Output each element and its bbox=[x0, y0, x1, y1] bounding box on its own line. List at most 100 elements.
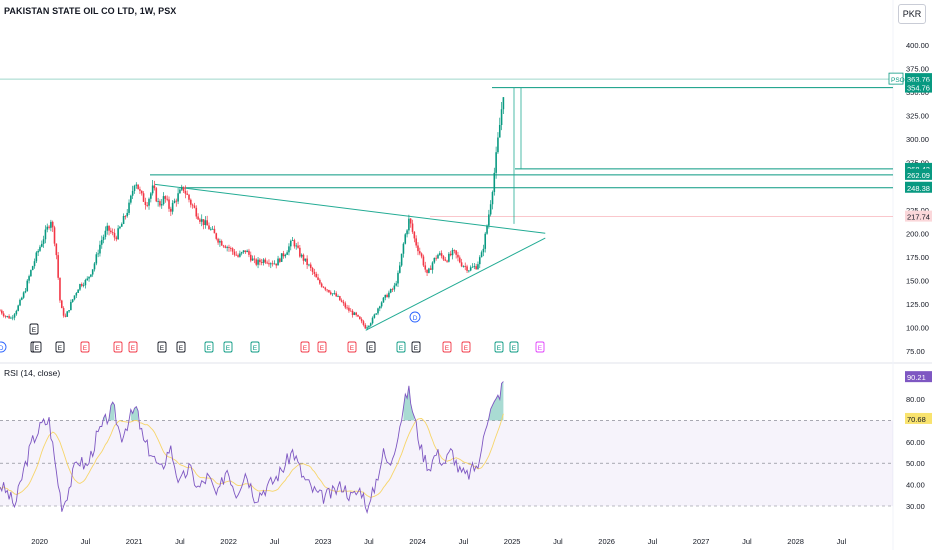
earnings-icon[interactable] bbox=[366, 341, 376, 353]
earnings-icon[interactable] bbox=[32, 341, 42, 353]
candle bbox=[357, 314, 359, 318]
candle-body bbox=[346, 307, 348, 309]
candle-body bbox=[168, 199, 170, 209]
candle bbox=[368, 325, 370, 329]
candle-body bbox=[502, 97, 505, 110]
earnings-icon[interactable] bbox=[396, 341, 406, 353]
event-marker[interactable]: E bbox=[250, 341, 260, 353]
earnings-icon[interactable] bbox=[29, 323, 39, 335]
event-marker[interactable]: E bbox=[128, 341, 138, 353]
event-marker[interactable]: E bbox=[494, 341, 504, 353]
candle bbox=[259, 258, 261, 266]
candle-body bbox=[1, 310, 3, 314]
event-marker[interactable]: E bbox=[157, 341, 167, 353]
earnings-icon[interactable] bbox=[535, 341, 545, 353]
event-marker[interactable]: E bbox=[347, 341, 357, 353]
candle bbox=[415, 235, 417, 248]
event-marker[interactable]: E bbox=[442, 341, 452, 353]
candle-body bbox=[339, 296, 341, 301]
price-tick-label: 100.00 bbox=[906, 323, 929, 332]
time-tick-label: Jul bbox=[742, 537, 752, 546]
earnings-icon[interactable] bbox=[317, 341, 327, 353]
event-marker[interactable]: E bbox=[366, 341, 376, 353]
earnings-icon[interactable] bbox=[55, 341, 65, 353]
earnings-icon[interactable] bbox=[128, 341, 138, 353]
candle-body bbox=[328, 290, 330, 293]
candle bbox=[235, 251, 238, 256]
candle-body bbox=[15, 310, 18, 315]
earnings-icon[interactable] bbox=[300, 341, 310, 353]
candle bbox=[248, 248, 250, 258]
earnings-icon[interactable] bbox=[157, 341, 167, 353]
candle-body bbox=[411, 223, 414, 232]
event-marker[interactable]: E bbox=[32, 341, 42, 353]
event-marker[interactable]: E bbox=[80, 341, 90, 353]
event-marker[interactable]: E bbox=[509, 341, 519, 353]
candle-body bbox=[208, 225, 210, 230]
event-marker[interactable]: E bbox=[461, 341, 471, 353]
event-marker-label: E bbox=[116, 345, 121, 352]
earnings-icon[interactable] bbox=[223, 341, 233, 353]
event-marker[interactable]: E bbox=[55, 341, 65, 353]
earnings-icon[interactable] bbox=[204, 341, 214, 353]
dividend-icon[interactable] bbox=[0, 341, 7, 353]
candle-body bbox=[235, 254, 238, 256]
event-marker[interactable]: E bbox=[411, 341, 421, 353]
candle bbox=[170, 206, 172, 217]
rsi-line[interactable] bbox=[0, 381, 504, 515]
candle bbox=[8, 314, 10, 319]
candle-body bbox=[400, 253, 403, 266]
candle-body bbox=[404, 234, 407, 244]
event-marker[interactable]: E bbox=[535, 341, 545, 353]
candle bbox=[375, 313, 377, 315]
event-marker[interactable]: E bbox=[317, 341, 327, 353]
earnings-icon[interactable] bbox=[80, 341, 90, 353]
lower-trendline[interactable] bbox=[365, 237, 546, 331]
candle bbox=[40, 240, 43, 248]
earnings-icon[interactable] bbox=[176, 341, 186, 353]
event-marker-label: E bbox=[399, 345, 404, 352]
event-marker[interactable]: D bbox=[409, 311, 421, 323]
currency-button[interactable]: PKR bbox=[898, 4, 926, 24]
earnings-icon[interactable] bbox=[509, 341, 519, 353]
event-marker[interactable]: D bbox=[0, 341, 7, 353]
price-tick-label: 125.00 bbox=[906, 300, 929, 309]
event-marker[interactable]: E bbox=[204, 341, 214, 353]
candle-body bbox=[293, 240, 296, 247]
candle bbox=[448, 251, 450, 263]
candle bbox=[493, 167, 496, 196]
event-marker[interactable]: E bbox=[300, 341, 310, 353]
candle-body bbox=[148, 198, 150, 206]
candle bbox=[380, 301, 383, 309]
candle bbox=[466, 264, 468, 273]
candle bbox=[440, 250, 443, 259]
earnings-icon[interactable] bbox=[347, 341, 357, 353]
candle-body bbox=[33, 261, 36, 267]
event-marker[interactable]: E bbox=[29, 323, 39, 335]
candle bbox=[315, 271, 318, 278]
candle bbox=[395, 280, 397, 287]
earnings-icon[interactable] bbox=[461, 341, 471, 353]
upper-trendline[interactable] bbox=[154, 183, 546, 234]
earnings-icon[interactable] bbox=[442, 341, 452, 353]
earnings-icon[interactable] bbox=[113, 341, 123, 353]
candle bbox=[289, 239, 292, 251]
candle bbox=[210, 227, 212, 231]
candle bbox=[462, 265, 465, 268]
event-marker[interactable]: E bbox=[396, 341, 406, 353]
candle-body bbox=[249, 254, 252, 261]
candle-body bbox=[135, 184, 138, 186]
earnings-icon[interactable] bbox=[494, 341, 504, 353]
event-marker[interactable]: E bbox=[176, 341, 186, 353]
candle bbox=[84, 278, 87, 289]
earnings-icon[interactable] bbox=[250, 341, 260, 353]
event-marker[interactable]: E bbox=[223, 341, 233, 353]
earnings-icon[interactable] bbox=[411, 341, 421, 353]
candle-body bbox=[444, 259, 447, 261]
candle bbox=[482, 244, 485, 257]
dividend-icon[interactable] bbox=[409, 311, 421, 323]
price-label-text: 363.76 bbox=[907, 75, 930, 84]
event-marker[interactable]: E bbox=[113, 341, 123, 353]
event-marker-label: E bbox=[131, 345, 136, 352]
